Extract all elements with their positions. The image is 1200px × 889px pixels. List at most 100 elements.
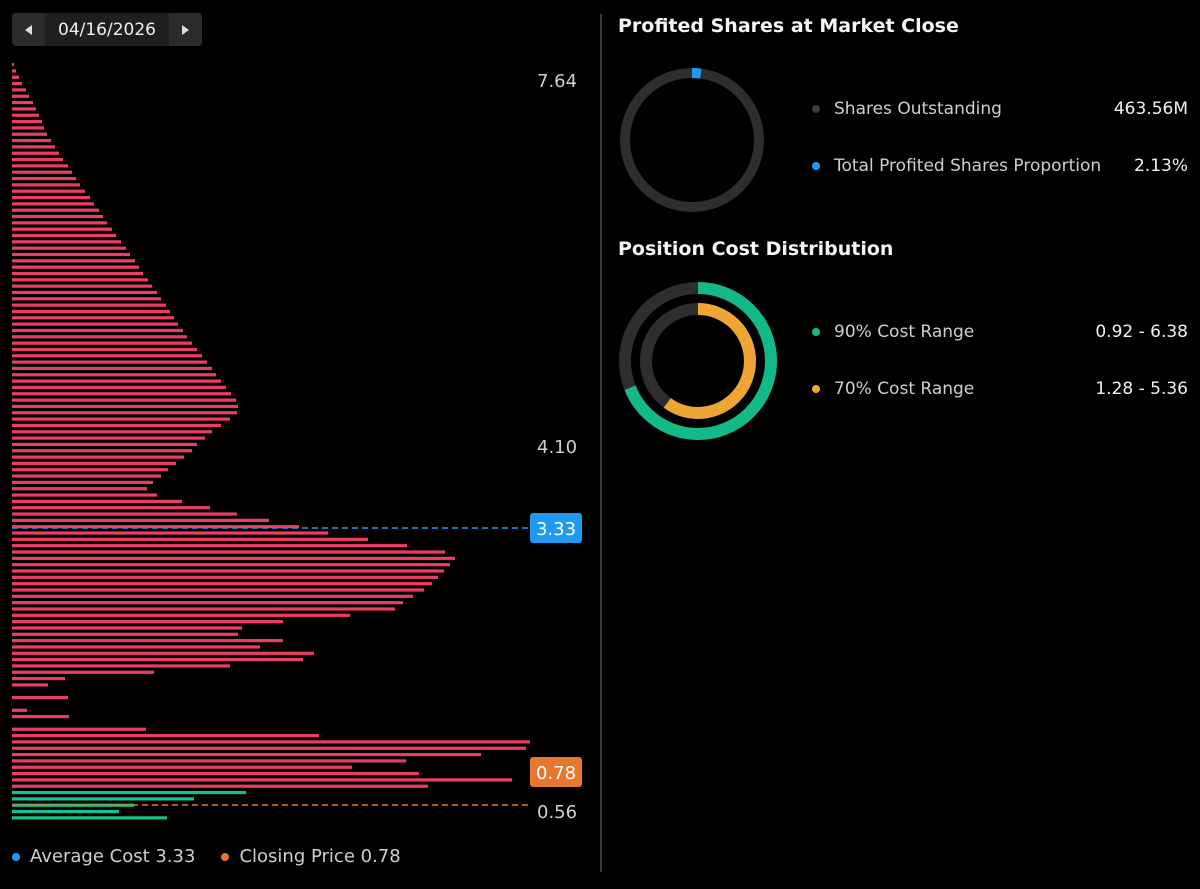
cost-bar — [12, 94, 29, 98]
closing-price-badge — [530, 757, 582, 787]
cost-bar — [12, 752, 481, 757]
next-date-button[interactable] — [169, 13, 202, 46]
cost-bar — [12, 588, 424, 592]
cost-bar — [12, 493, 157, 497]
panel-divider — [600, 14, 602, 872]
range90-value: 0.92 - 6.38 — [1095, 322, 1188, 342]
cost-bar — [12, 474, 161, 478]
price-label-max: 7.64 — [537, 71, 577, 92]
cost-bar — [12, 468, 168, 472]
cost-bar — [12, 113, 39, 117]
cost-bar — [12, 417, 230, 421]
cost-bar — [12, 233, 116, 238]
cost-bar — [12, 195, 90, 200]
profited-proportion-row: Total Profited Shares Proportion 2.13% — [812, 156, 1188, 176]
shares-outstanding-dot-icon — [812, 105, 820, 113]
cost-bar — [12, 658, 303, 662]
cost-bar — [12, 765, 352, 769]
chevron-left-icon — [25, 24, 32, 35]
cost-bar — [12, 221, 107, 225]
cost-bar — [12, 297, 161, 301]
cost-bar — [12, 63, 14, 67]
cost-bar — [12, 227, 112, 231]
cost-bar — [12, 537, 368, 541]
cost-bar — [12, 518, 269, 522]
range70-label: 70% Cost Range — [834, 379, 975, 399]
cost-bar — [12, 347, 197, 352]
range70-value: 1.28 - 5.36 — [1095, 379, 1188, 399]
cost-bar — [12, 708, 27, 712]
cost-bar — [12, 632, 238, 636]
cost-bar — [12, 664, 230, 668]
cost-bar — [12, 797, 194, 801]
average-cost-dot-icon — [12, 852, 20, 861]
cost-bar — [12, 790, 246, 795]
cost-bar — [12, 176, 76, 181]
average-cost-badge — [530, 513, 582, 543]
cost-bar — [12, 164, 68, 168]
chevron-right-icon — [182, 24, 189, 35]
cost-bar — [12, 126, 44, 130]
cost-bar — [12, 607, 395, 611]
cost-bar — [12, 499, 182, 503]
cost-bar — [12, 379, 221, 383]
range70-dot-icon — [812, 385, 820, 393]
cost-bar — [12, 423, 221, 428]
legend-closing-price-label: Closing Price 0.78 — [239, 846, 401, 867]
cost-bar — [12, 119, 42, 124]
range90-dot-icon — [812, 328, 820, 336]
cost-bar — [12, 626, 242, 630]
chart-bars — [12, 63, 530, 820]
cost-bar — [12, 639, 283, 643]
cost-bar — [12, 480, 153, 484]
cost-bar — [12, 88, 26, 92]
cost-bar — [12, 778, 512, 782]
cost-bar — [12, 544, 407, 548]
cost-bar — [12, 157, 63, 162]
cost-bar — [12, 531, 328, 535]
average-cost-badge-text: 3.33 — [536, 519, 576, 540]
cost-bar — [12, 563, 450, 567]
cost-bar — [12, 461, 176, 465]
cost-bar — [12, 512, 237, 516]
date-navigator: 04/16/2026 — [12, 13, 202, 46]
cost-bar — [12, 392, 231, 396]
cost-distribution-chart: 7.64 4.10 3.33 0.78 0.56 — [12, 63, 582, 823]
cost-bar — [12, 208, 99, 212]
cost-bar — [12, 759, 406, 763]
range70-row: 70% Cost Range 1.28 - 5.36 — [812, 379, 1188, 399]
profited-shares-ring — [620, 68, 764, 212]
price-label-mid: 4.10 — [537, 437, 577, 458]
cost-range-rings — [619, 282, 777, 440]
cost-bar — [12, 132, 47, 136]
cost-bar — [12, 677, 65, 681]
cost-bar — [12, 449, 192, 453]
shares-outstanding-label: Shares Outstanding — [834, 99, 1002, 119]
cost-bar — [12, 740, 530, 744]
cost-bar — [12, 151, 59, 155]
cost-bar — [12, 670, 154, 674]
cost-bar — [12, 309, 170, 314]
cost-bar — [12, 189, 85, 193]
shares-outstanding-row: Shares Outstanding 463.56M — [812, 99, 1188, 119]
date-display[interactable]: 04/16/2026 — [58, 19, 156, 40]
cost-bar — [12, 556, 455, 560]
cost-bar — [12, 278, 148, 282]
cost-bar — [12, 69, 16, 73]
cost-bar — [12, 259, 135, 263]
cost-bar — [12, 436, 205, 440]
cost-bar — [12, 784, 428, 788]
closing-price-dot-icon — [221, 852, 230, 861]
range90-row: 90% Cost Range 0.92 - 6.38 — [812, 322, 1188, 342]
cost-bar — [12, 404, 238, 409]
cost-bar — [12, 246, 126, 250]
profited-shares-title: Profited Shares at Market Close — [618, 15, 959, 37]
cost-bar — [12, 525, 299, 529]
previous-date-button[interactable] — [12, 13, 45, 46]
cost-bar — [12, 582, 432, 586]
cost-bar — [12, 107, 36, 111]
chart-legend: Average Cost 3.33 Closing Price 0.78 — [12, 846, 401, 867]
cost-bar — [12, 714, 69, 719]
position-cost-title: Position Cost Distribution — [618, 238, 894, 260]
profited-ring-track — [620, 68, 764, 212]
